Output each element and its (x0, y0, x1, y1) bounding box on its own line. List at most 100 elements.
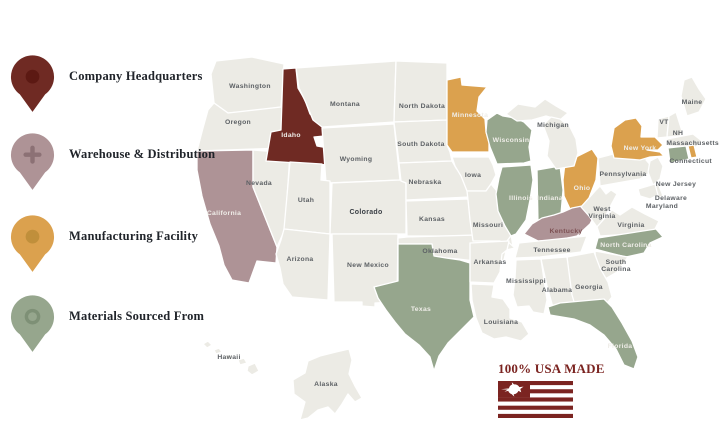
state-arizona (275, 228, 331, 301)
state-label-nebraska: Nebraska (408, 179, 441, 186)
state-label-south-carolina-line2: Carolina (601, 266, 631, 273)
legend-label-warehouse-distribution: Warehouse & Distribution (69, 147, 216, 161)
state-north-carolina (594, 228, 664, 258)
state-labels-layer: Washington Oregon California Nevada Idah… (207, 83, 719, 388)
state-tennessee (514, 235, 588, 259)
state-label-florida: Florida (608, 343, 633, 350)
legend-item-manufacturing-facility: Manufacturing Facility (9, 214, 198, 273)
state-new-jersey (647, 156, 664, 186)
state-label-nevada: Nevada (246, 180, 272, 187)
state-label-indiana: Indiana (537, 195, 563, 202)
state-label-pennsylvania: Pennsylvania (599, 171, 646, 178)
state-west-virginia (580, 185, 618, 228)
legend-label-company-headquarters: Company Headquarters (69, 69, 203, 83)
state-label-new-mexico: New Mexico (347, 262, 389, 269)
state-label-west-virginia-line2: Virginia (588, 213, 615, 220)
state-label-wisconsin: Wisconsin (493, 137, 530, 144)
state-label-west-virginia-line1: West (593, 206, 611, 213)
state-label-iowa: Iowa (465, 172, 481, 179)
company-headquarters-pin-icon (10, 55, 55, 112)
state-florida (547, 298, 639, 370)
state-label-maine: Maine (682, 99, 703, 106)
state-new-york (610, 117, 665, 161)
state-label-missouri: Missouri (473, 222, 503, 229)
materials-sourced-pin-icon (10, 295, 55, 352)
state-label-louisiana: Louisiana (484, 319, 518, 326)
state-wyoming (321, 123, 401, 184)
state-hawaii (202, 340, 260, 376)
state-label-vermont: VT (659, 119, 669, 126)
flag-hummingbird-icon (501, 382, 524, 397)
state-label-illinois: Illinois (509, 195, 533, 202)
state-illinois (495, 164, 534, 237)
state-michigan-lower (542, 116, 579, 170)
state-label-connecticut: Connecticut (669, 158, 712, 165)
state-maryland (637, 183, 659, 200)
state-label-montana: Montana (330, 101, 360, 108)
state-label-massachusetts: Massachusetts (666, 140, 719, 147)
state-label-tennessee: Tennessee (533, 247, 570, 254)
state-north-dakota (393, 60, 448, 123)
state-label-new-hampshire: NH (673, 130, 683, 137)
state-label-idaho: Idaho (281, 132, 301, 139)
state-label-new-jersey: New Jersey (656, 181, 696, 188)
state-mississippi (512, 258, 548, 315)
state-maine (680, 76, 707, 117)
state-label-wyoming: Wyoming (340, 156, 373, 163)
state-label-kansas: Kansas (419, 216, 445, 223)
state-label-south-dakota: South Dakota (397, 141, 444, 148)
state-wisconsin (485, 112, 533, 165)
state-label-virginia: Virginia (617, 222, 644, 229)
state-label-hawaii: Hawaii (217, 354, 240, 361)
state-texas (373, 243, 475, 372)
states-layer (196, 56, 707, 421)
state-label-north-carolina: North Carolina (600, 242, 651, 249)
state-louisiana (470, 283, 530, 342)
state-minnesota (446, 76, 490, 153)
state-label-maryland: Maryland (646, 203, 678, 210)
flag-stripe (498, 381, 573, 386)
state-label-arkansas: Arkansas (473, 259, 506, 266)
state-colorado (329, 179, 407, 235)
legend-item-company-headquarters: Company Headquarters (9, 54, 203, 113)
state-label-south-carolina-line1: South (606, 259, 627, 266)
flag-stripe (498, 405, 573, 410)
warehouse-pin-plus-icon (23, 145, 42, 164)
flag-stripe (498, 389, 573, 394)
flag-stripes (498, 381, 573, 418)
hq-pin-dot-icon (25, 69, 40, 84)
state-label-alabama: Alabama (542, 287, 572, 294)
state-label-michigan: Michigan (537, 122, 569, 129)
manufacturing-facility-pin-icon (10, 215, 55, 272)
state-michigan-upper (505, 98, 569, 122)
state-label-arizona: Arizona (286, 256, 313, 263)
legend-item-materials-sourced-from: Materials Sourced From (9, 294, 204, 353)
state-label-utah: Utah (298, 197, 314, 204)
state-connecticut (667, 145, 690, 164)
state-arkansas (469, 240, 510, 284)
state-label-alaska: Alaska (314, 381, 338, 388)
usa-flag-icon (498, 381, 573, 418)
manufacturing-pin-dot-icon (25, 229, 40, 244)
state-label-oregon: Oregon (225, 119, 251, 126)
warehouse-distribution-pin-icon (10, 133, 55, 190)
state-label-ohio: Ohio (574, 185, 591, 192)
state-label-minnesota: Minnesota (452, 112, 488, 119)
state-label-georgia: Georgia (575, 284, 603, 291)
state-label-texas: Texas (411, 306, 431, 313)
state-missouri (466, 183, 516, 251)
usa-made-badge-title: 100% USA MADE (498, 361, 605, 376)
state-label-california: California (207, 210, 241, 217)
flag-stripe (498, 397, 573, 402)
legend-label-materials-sourced-from: Materials Sourced From (69, 309, 205, 323)
state-label-washington: Washington (229, 83, 271, 90)
flag-stripe (498, 413, 573, 418)
state-label-new-york: New York (624, 145, 657, 152)
state-rhode-island (687, 144, 698, 159)
state-label-north-dakota: North Dakota (399, 103, 445, 110)
usa-made-badge: 100% USA MADE (498, 361, 605, 418)
legend-item-warehouse-distribution: Warehouse & Distribution (9, 132, 215, 191)
state-label-mississippi: Mississippi (506, 278, 546, 285)
state-label-delaware: Delaware (655, 195, 687, 202)
state-label-kentucky: Kentucky (550, 228, 583, 235)
